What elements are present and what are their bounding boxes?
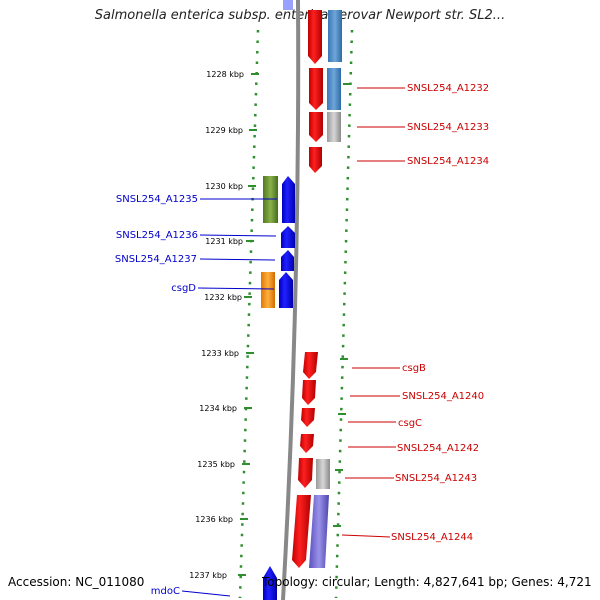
gene-label-a1232[interactable]: SNSL254_A1232 bbox=[407, 83, 489, 94]
gene-a1237-blue bbox=[281, 250, 294, 271]
gene-csgd-orange bbox=[261, 272, 275, 308]
tick-label-1231: 1231 kbp bbox=[205, 237, 243, 246]
left-outer-dotted-line bbox=[238, 29, 260, 599]
tick-label-1233: 1233 kbp bbox=[201, 349, 239, 358]
tick-label-1236: 1236 kbp bbox=[195, 515, 233, 524]
gene-a1235-blue bbox=[282, 176, 295, 223]
tick-label-1237: 1237 kbp bbox=[189, 571, 227, 580]
gene-a1244-red bbox=[292, 495, 311, 568]
right-outer-dotted-line bbox=[334, 29, 354, 599]
gene-a1242-red bbox=[300, 434, 314, 453]
topology-text: Topology: circular; Length: 4,827,641 bp… bbox=[262, 575, 592, 589]
gene-label-a1235[interactable]: SNSL254_A1235 bbox=[116, 194, 198, 205]
tick-label-1229: 1229 kbp bbox=[205, 126, 243, 135]
gene-a1243-red bbox=[298, 458, 313, 488]
gene-a1233-red bbox=[309, 112, 323, 142]
gene-top-red-1 bbox=[308, 10, 322, 64]
leader-a1244 bbox=[341, 534, 391, 538]
tick-label-1232: 1232 kbp bbox=[204, 293, 242, 302]
gene-mdoc-blue bbox=[263, 566, 277, 600]
axis-ticks bbox=[238, 73, 351, 576]
leader-mdoc bbox=[181, 590, 231, 597]
gene-label-a1244[interactable]: SNSL254_A1244 bbox=[391, 532, 473, 543]
tick-label-1230: 1230 kbp bbox=[205, 182, 243, 191]
leader-csgd bbox=[197, 287, 275, 290]
leader-a1236 bbox=[199, 234, 277, 237]
tick-label-1234: 1234 kbp bbox=[199, 404, 237, 413]
gene-label-a1242[interactable]: SNSL254_A1242 bbox=[397, 443, 479, 454]
left-gene-labels: SNSL254_A1235 SNSL254_A1236 SNSL254_A123… bbox=[115, 194, 198, 597]
gene-a1243-gray bbox=[316, 459, 330, 489]
gene-a1236-blue bbox=[281, 226, 295, 248]
gene-a1244-purple bbox=[309, 495, 329, 568]
accession-text: Accession: NC_011080 bbox=[8, 575, 145, 589]
gene-a1232-steel bbox=[327, 68, 341, 110]
left-label-leaders bbox=[181, 198, 277, 597]
gene-label-a1237[interactable]: SNSL254_A1237 bbox=[115, 254, 197, 265]
gene-label-a1240[interactable]: SNSL254_A1240 bbox=[402, 391, 484, 402]
gene-a1240-red bbox=[302, 380, 316, 405]
gene-label-mdoc[interactable]: mdoC bbox=[151, 586, 180, 597]
gene-top-blue-small bbox=[283, 0, 293, 10]
gene-label-a1243[interactable]: SNSL254_A1243 bbox=[395, 473, 477, 484]
gene-label-csgd[interactable]: csgD bbox=[171, 283, 196, 294]
gene-a1233-gray bbox=[327, 112, 341, 142]
gene-csgc-red bbox=[301, 408, 315, 427]
gene-csgd-blue bbox=[279, 272, 293, 308]
axis-tick-labels: 1228 kbp 1229 kbp 1230 kbp 1231 kbp 1232… bbox=[189, 70, 244, 580]
gene-label-a1236[interactable]: SNSL254_A1236 bbox=[116, 230, 198, 241]
tick-label-1228: 1228 kbp bbox=[206, 70, 244, 79]
gene-label-csgc[interactable]: csgC bbox=[398, 418, 422, 429]
leader-a1237 bbox=[199, 258, 276, 261]
gene-label-csgb[interactable]: csgB bbox=[402, 363, 426, 374]
genome-backbone bbox=[281, 0, 301, 600]
gene-csgb-red bbox=[303, 352, 318, 379]
gene-label-a1234[interactable]: SNSL254_A1234 bbox=[407, 156, 489, 167]
right-label-leaders bbox=[341, 87, 405, 538]
gene-label-a1233[interactable]: SNSL254_A1233 bbox=[407, 122, 489, 133]
gene-top-steel-1 bbox=[328, 10, 342, 62]
right-gene-labels: SNSL254_A1232 SNSL254_A1233 SNSL254_A123… bbox=[391, 83, 489, 543]
gene-a1232-red bbox=[309, 68, 323, 110]
tick-label-1235: 1235 kbp bbox=[197, 460, 235, 469]
gene-a1234-red bbox=[309, 147, 322, 173]
